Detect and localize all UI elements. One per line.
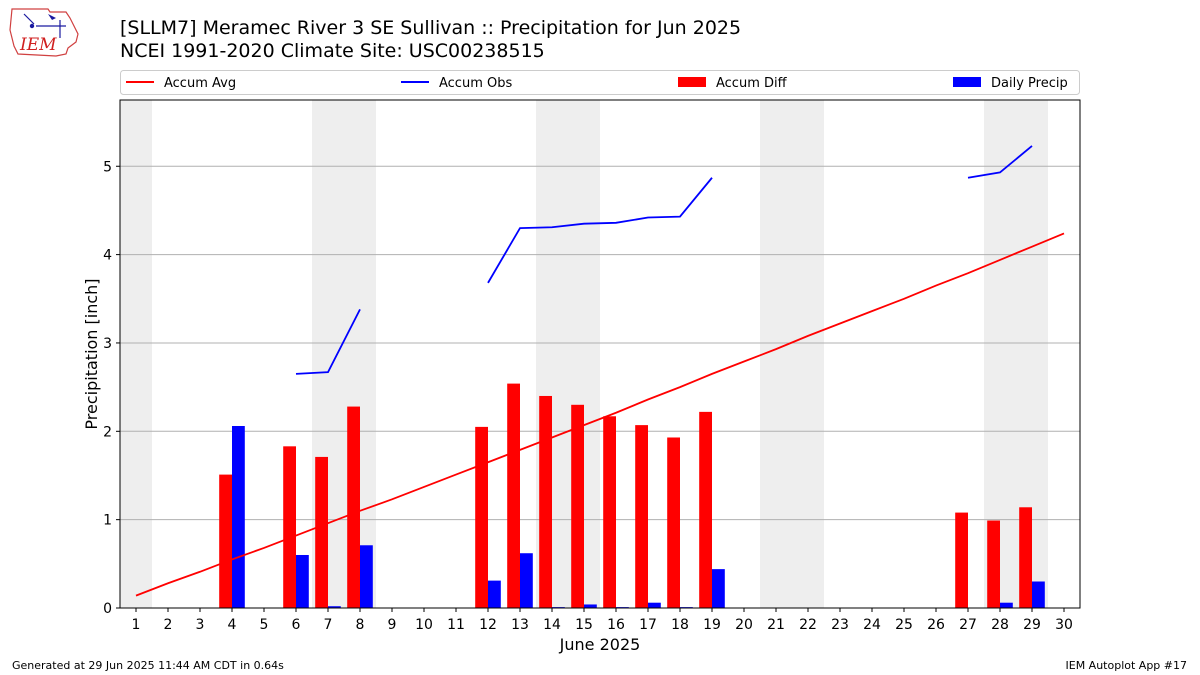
accum-diff-bar [539, 395, 552, 608]
weekend-shade [792, 100, 824, 608]
y-tick-label: 3 [103, 336, 112, 352]
x-tick-label: 12 [479, 617, 497, 633]
accum-diff-bar [603, 416, 616, 608]
x-tick-label: 14 [543, 617, 561, 633]
x-tick-label: 30 [1055, 617, 1073, 633]
accum-diff-bar [219, 474, 232, 608]
x-tick-label: 3 [196, 617, 205, 633]
plot-frame [119, 99, 1081, 609]
accum-obs-line [487, 177, 713, 284]
app-credit: IEM Autoplot App #17 [1065, 659, 1188, 672]
daily-precip-bar [232, 426, 245, 608]
x-tick-label: 22 [799, 617, 817, 633]
daily-precip-bar [1032, 581, 1045, 608]
daily-precip-legend-label: Daily Precip [991, 76, 1068, 91]
y-tick-label: 0 [103, 601, 112, 617]
x-tick-label: 5 [260, 617, 269, 633]
accum-diff-bar [315, 456, 328, 608]
accum-diff-bar [283, 446, 296, 608]
daily-precip-bar [648, 602, 661, 608]
x-tick-label: 26 [927, 617, 945, 633]
accum-diff-bar [571, 404, 584, 608]
y-tick-label: 2 [103, 424, 112, 440]
x-tick-label: 17 [639, 617, 657, 633]
grid-lines [120, 165, 1080, 521]
y-tick-label: 1 [103, 513, 112, 529]
accum-diff-bar [635, 425, 648, 608]
iem-logo-icon: IEM [9, 8, 79, 57]
accum-diff-bar [987, 520, 1000, 608]
x-tick-label: 16 [607, 617, 625, 633]
generated-timestamp: Generated at 29 Jun 2025 11:44 AM CDT in… [12, 659, 284, 672]
daily-precip-bar [520, 553, 533, 608]
accum-diff-legend-swatch [678, 77, 706, 87]
x-tick-label: 25 [895, 617, 913, 633]
accum-diff-bar [955, 512, 968, 608]
x-tick-label: 24 [863, 617, 881, 633]
daily-precip-bar [296, 554, 309, 608]
x-tick-label: 2 [164, 617, 173, 633]
weekend-shade [120, 100, 152, 608]
daily-precip-bar [360, 545, 373, 608]
accum-diff-bar [347, 406, 360, 608]
x-tick-label: 23 [831, 617, 849, 633]
x-tick-label: 10 [415, 617, 433, 633]
accum-avg-line [135, 232, 1065, 597]
x-axis-label: June 2025 [559, 635, 641, 654]
x-tick-label: 9 [388, 617, 397, 633]
daily-precip-bar [1000, 602, 1013, 608]
accum-diff-bar [667, 437, 680, 608]
x-tick-label: 18 [671, 617, 689, 633]
legend: Accum Avg Accum Obs Accum Diff Daily Precip [120, 70, 1080, 95]
accum-obs-line [967, 145, 1033, 179]
x-tick-label: 27 [959, 617, 977, 633]
y-tick-label: 4 [103, 248, 112, 264]
x-tick-label: 15 [575, 617, 593, 633]
x-tick-label: 21 [767, 617, 785, 633]
logo-text: IEM [19, 35, 57, 55]
daily-precip-bar [328, 606, 341, 608]
x-tick-label: 19 [703, 617, 721, 633]
accum-diff-bar [699, 411, 712, 608]
legend-box [120, 70, 1080, 95]
daily-precip-bar [488, 580, 501, 608]
x-tick-label: 8 [356, 617, 365, 633]
accum-diff-bar [507, 383, 520, 608]
daily-precip-legend-swatch [953, 77, 981, 87]
chart-title: [SLLM7] Meramec River 3 SE Sullivan :: P… [120, 17, 742, 39]
daily-precip-bar [712, 569, 725, 608]
x-tick-label: 7 [324, 617, 333, 633]
x-tick-label: 1 [132, 617, 141, 633]
accum-obs-legend-label: Accum Obs [439, 76, 512, 91]
accum-diff-legend-label: Accum Diff [716, 76, 788, 91]
accum-obs-line [295, 308, 361, 375]
x-tick-label: 29 [1023, 617, 1041, 633]
x-tick-label: 6 [292, 617, 301, 633]
x-tick-label: 20 [735, 617, 753, 633]
accum-avg-legend-label: Accum Avg [164, 76, 236, 91]
accum-diff-bar [1019, 507, 1032, 608]
accum-diff-bar [475, 426, 488, 608]
chart-subtitle: NCEI 1991-2020 Climate Site: USC00238515 [120, 40, 545, 62]
x-tick-label: 13 [511, 617, 529, 633]
x-tick-label: 28 [991, 617, 1009, 633]
lines [135, 145, 1065, 597]
x-tick-label: 11 [447, 617, 465, 633]
x-tick-label: 4 [228, 617, 237, 633]
bars [219, 383, 1045, 608]
y-axis-label: Precipitation [inch] [82, 278, 101, 429]
y-tick-label: 5 [103, 159, 112, 175]
daily-precip-bar [584, 604, 597, 608]
